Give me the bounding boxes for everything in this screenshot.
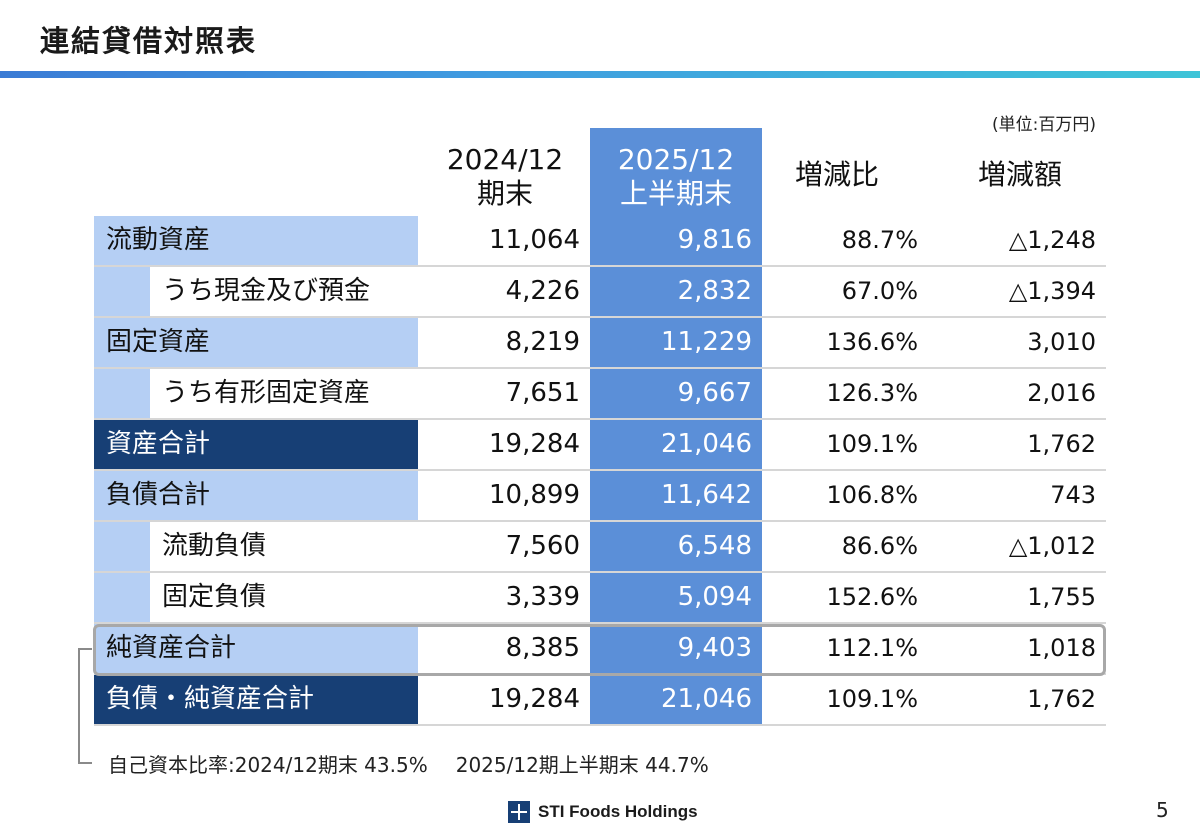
value-2025: 9,667 [590,369,762,418]
change-amount: △1,012 [1008,532,1096,560]
unit-label: (単位:百万円) [992,115,1096,135]
value-2024: 7,560 [505,531,580,561]
page-number: 5 [1156,798,1169,822]
indent-strip [94,522,150,571]
value-2025: 21,046 [590,420,762,469]
company-mark-icon [508,801,530,823]
row-label: うち有形固定資産 [162,378,371,408]
value-2024: 3,339 [505,582,580,612]
note-bracket-line [78,648,92,764]
header-ratio: 増減比 [794,158,879,191]
change-ratio: 86.6% [841,532,918,560]
row-label-sub: 固定負債 [94,573,418,622]
equity-ratio-2025: 2025/12期上半期末 44.7% [455,753,709,777]
change-amount: 1,018 [1027,634,1096,662]
change-ratio: 136.6% [826,328,918,356]
value-2025: 2,832 [590,267,762,316]
value-2025: 9,816 [590,216,762,265]
row-label: 固定負債 [162,582,267,612]
row-label-total: 負債・純資産合計 [94,675,418,724]
table-row: 負債合計 10,899 11,642 106.8% 743 [94,471,1106,522]
value-2025: 5,094 [590,573,762,622]
value-2024: 10,899 [489,480,580,510]
value-2024: 8,219 [505,327,580,357]
table-row: 流動負債 7,560 6,548 86.6% △1,012 [94,522,1106,573]
company-name: STI Foods Holdings [538,802,698,821]
company-logo: STI Foods Holdings [508,799,698,825]
value-2024: 4,226 [505,276,580,306]
value-2024: 11,064 [489,225,580,255]
header-2025-line2: 上半期末 [619,177,732,210]
change-ratio: 109.1% [826,430,918,458]
table-row: うち現金及び預金 4,226 2,832 67.0% △1,394 [94,267,1106,318]
change-ratio: 67.0% [841,277,918,305]
indent-strip [94,369,150,418]
value-2025: 11,642 [590,471,762,520]
header-2025-line1: 2025/12 [617,143,735,176]
header-2024-line1: 2024/12 [446,143,564,176]
change-ratio: 126.3% [826,379,918,407]
table-row: 固定負債 3,339 5,094 152.6% 1,755 [94,573,1106,624]
net-assets-highlight-box [93,624,1106,676]
indent-strip [94,267,150,316]
value-2024: 8,385 [505,633,580,663]
indent-strip [94,573,150,622]
row-label-sub: うち有形固定資産 [94,369,418,418]
row-label-sub: うち現金及び預金 [94,267,418,316]
table-row: 資産合計 19,284 21,046 109.1% 1,762 [94,420,1106,471]
change-amount: △1,248 [1008,226,1096,254]
row-label: 負債合計 [94,471,418,520]
row-label: うち現金及び預金 [162,276,371,306]
value-2024: 19,284 [489,684,580,714]
value-2025: 9,403 [590,624,762,673]
change-ratio: 106.8% [826,481,918,509]
title-underline [0,71,1200,78]
change-amount: △1,394 [1008,277,1096,305]
value-2024: 19,284 [489,429,580,459]
row-label-sub: 流動負債 [94,522,418,571]
header-diff: 増減額 [977,158,1062,191]
change-amount: 1,762 [1027,685,1096,713]
row-label: 固定資産 [94,318,418,367]
change-amount: 2,016 [1027,379,1096,407]
table-row: 固定資産 8,219 11,229 136.6% 3,010 [94,318,1106,369]
change-ratio: 112.1% [826,634,918,662]
header-2024: 2024/12 期末 [420,143,590,211]
value-2025: 11,229 [590,318,762,367]
change-ratio: 88.7% [841,226,918,254]
header-2024-line2: 期末 [476,177,533,210]
table-row: うち有形固定資産 7,651 9,667 126.3% 2,016 [94,369,1106,420]
value-2025: 21,046 [590,675,762,724]
row-label: 流動資産 [94,216,418,265]
table-row: 純資産合計 8,385 9,403 112.1% 1,018 [94,624,1106,675]
table-row: 負債・純資産合計 19,284 21,046 109.1% 1,762 [94,675,1106,726]
change-ratio: 152.6% [826,583,918,611]
change-ratio: 109.1% [826,685,918,713]
table-row: 流動資産 11,064 9,816 88.7% △1,248 [94,216,1106,267]
row-label: 流動負債 [162,531,267,561]
change-amount: 3,010 [1027,328,1096,356]
value-2024: 7,651 [505,378,580,408]
value-2025: 6,548 [590,522,762,571]
equity-ratio-note: 自己資本比率:2024/12期末 43.5% 2025/12期上半期末 44.7% [108,749,709,778]
row-label-total: 資産合計 [94,420,418,469]
header-2025: 2025/12 上半期末 [590,128,762,216]
equity-ratio-2024: 自己資本比率:2024/12期末 43.5% [108,753,428,777]
row-label: 純資産合計 [94,624,418,673]
change-amount: 1,762 [1027,430,1096,458]
change-amount: 743 [1050,481,1096,509]
page-title: 連結貸借対照表 [40,24,258,58]
change-amount: 1,755 [1027,583,1096,611]
